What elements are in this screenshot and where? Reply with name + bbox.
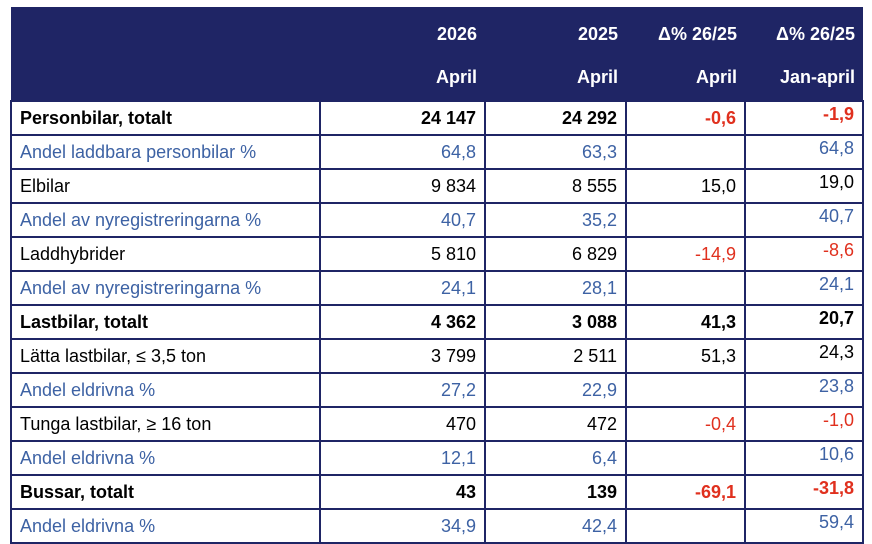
cell-delta-janapril: -1,0 — [744, 406, 864, 442]
cell-row-label: Andel laddbara personbilar % — [10, 134, 321, 170]
cell-value-2025: 35,2 — [484, 202, 627, 238]
cell-value-2026: 12,1 — [319, 440, 486, 476]
table-row: Andel av nyregistreringarna % 40,7 35,2 40,… — [10, 202, 864, 238]
cell-delta-april: -69,1 — [625, 474, 746, 510]
cell-delta-janapril: 24,1 — [744, 270, 864, 306]
cell-delta-janapril: 40,7 — [744, 202, 864, 238]
table-row: Andel eldrivna % 27,2 22,9 23,8 — [10, 372, 864, 408]
header-cell-delta-janapril: Δ% 26/25 — [745, 7, 863, 58]
cell-value-2026: 9 834 — [319, 168, 486, 204]
cell-row-label: Andel av nyregistreringarna % — [10, 270, 321, 306]
cell-row-label: Bussar, totalt — [10, 474, 321, 510]
table-row: Andel eldrivna % 12,1 6,4 10,6 — [10, 440, 864, 476]
table-row: Andel av nyregistreringarna % 24,1 28,1 24,… — [10, 270, 864, 306]
cell-delta-april — [625, 134, 746, 170]
header-cell-delta-april: Δ% 26/25 — [626, 7, 745, 58]
cell-row-label: Tunga lastbilar, ≥ 16 ton — [10, 406, 321, 442]
cell-delta-april: -14,9 — [625, 236, 746, 272]
header-cell-label — [11, 7, 320, 58]
cell-row-label: Personbilar, totalt — [10, 100, 321, 136]
cell-delta-april: -0,6 — [625, 100, 746, 136]
cell-value-2025: 63,3 — [484, 134, 627, 170]
cell-row-label: Laddhybrider — [10, 236, 321, 272]
table-row: Lätta lastbilar, ≤ 3,5 ton 3 799 2 511 51,3… — [10, 338, 864, 374]
cell-value-2026: 3 799 — [319, 338, 486, 374]
cell-value-2025: 6,4 — [484, 440, 627, 476]
cell-delta-janapril: 10,6 — [744, 440, 864, 476]
header-row-periods: April April April Jan-april — [11, 58, 863, 101]
cell-delta-janapril: -1,9 — [744, 100, 864, 136]
cell-value-2026: 5 810 — [319, 236, 486, 272]
cell-delta-april — [625, 202, 746, 238]
cell-delta-janapril: -31,8 — [744, 474, 864, 510]
cell-row-label: Elbilar — [10, 168, 321, 204]
table-row: Tunga lastbilar, ≥ 16 ton 470 472 -0,4 -1,0 — [10, 406, 864, 442]
header-cell-period-2026: April — [320, 58, 485, 101]
header-cell-period-delta-janapril: Jan-april — [745, 58, 863, 101]
cell-value-2025: 24 292 — [484, 100, 627, 136]
cell-delta-janapril: 19,0 — [744, 168, 864, 204]
cell-value-2026: 40,7 — [319, 202, 486, 238]
cell-delta-april: 41,3 — [625, 304, 746, 340]
cell-value-2026: 470 — [319, 406, 486, 442]
cell-delta-april — [625, 372, 746, 408]
cell-delta-april: 51,3 — [625, 338, 746, 374]
cell-value-2026: 24 147 — [319, 100, 486, 136]
cell-row-label: Lastbilar, totalt — [10, 304, 321, 340]
cell-row-label: Andel eldrivna % — [10, 440, 321, 476]
header-row-years: 2026 2025 Δ% 26/25 Δ% 26/25 — [11, 7, 863, 58]
table-header: 2026 2025 Δ% 26/25 Δ% 26/25 April April … — [11, 7, 863, 101]
header-cell-period-delta-april: April — [626, 58, 745, 101]
cell-delta-april: -0,4 — [625, 406, 746, 442]
header-cell-label-sub — [11, 58, 320, 101]
cell-value-2025: 22,9 — [484, 372, 627, 408]
cell-value-2025: 3 088 — [484, 304, 627, 340]
cell-delta-april — [625, 270, 746, 306]
table-row: Andel laddbara personbilar % 64,8 63,3 64,8 — [10, 134, 864, 170]
cell-value-2025: 139 — [484, 474, 627, 510]
cell-value-2025: 2 511 — [484, 338, 627, 374]
cell-value-2026: 24,1 — [319, 270, 486, 306]
cell-value-2026: 64,8 — [319, 134, 486, 170]
cell-value-2025: 8 555 — [484, 168, 627, 204]
table-row: Lastbilar, totalt 4 362 3 088 41,3 20,7 — [10, 304, 864, 340]
table-row: Laddhybrider 5 810 6 829 -14,9 -8,6 — [10, 236, 864, 272]
cell-value-2025: 472 — [484, 406, 627, 442]
header-cell-2026: 2026 — [320, 7, 485, 58]
cell-delta-janapril: 64,8 — [744, 134, 864, 170]
cell-value-2026: 4 362 — [319, 304, 486, 340]
cell-row-label: Lätta lastbilar, ≤ 3,5 ton — [10, 338, 321, 374]
cell-row-label: Andel av nyregistreringarna % — [10, 202, 321, 238]
cell-value-2026: 43 — [319, 474, 486, 510]
cell-delta-janapril: 24,3 — [744, 338, 864, 374]
table-row: Elbilar 9 834 8 555 15,0 19,0 — [10, 168, 864, 204]
cell-delta-janapril: -8,6 — [744, 236, 864, 272]
cell-delta-april — [625, 440, 746, 476]
vehicle-registrations-table: 2026 2025 Δ% 26/25 Δ% 26/25 April April … — [10, 7, 864, 544]
header-cell-period-2025: April — [485, 58, 626, 101]
table-row: Bussar, totalt 43 139 -69,1 -31,8 — [10, 474, 864, 510]
cell-delta-april: 15,0 — [625, 168, 746, 204]
cell-row-label: Andel eldrivna % — [10, 372, 321, 408]
cell-value-2026: 27,2 — [319, 372, 486, 408]
cell-delta-janapril: 20,7 — [744, 304, 864, 340]
table-body: Personbilar, totalt 24 147 24 292 -0,6 -1,9 A… — [10, 100, 864, 544]
cell-value-2025: 28,1 — [484, 270, 627, 306]
header-cell-2025: 2025 — [485, 7, 626, 58]
cell-delta-janapril: 23,8 — [744, 372, 864, 408]
cell-value-2025: 6 829 — [484, 236, 627, 272]
table-row: Personbilar, totalt 24 147 24 292 -0,6 -1,9 — [10, 100, 864, 136]
